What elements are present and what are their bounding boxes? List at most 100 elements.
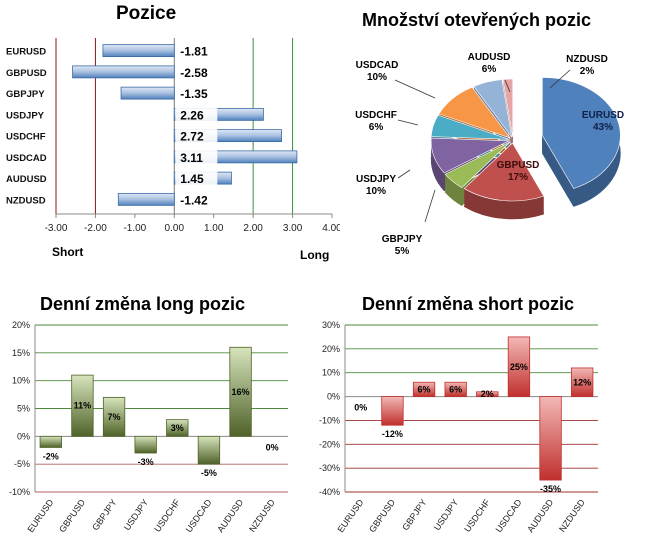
value-label-bg [175,63,226,80]
long-change-title: Denní změna long pozic [40,294,246,314]
bar [39,435,62,448]
value-label: 3.11 [180,151,203,165]
bar [197,435,221,465]
pie-slice [444,141,511,188]
y-tick-label: 0% [327,392,340,402]
value-label: 7% [108,412,121,422]
pie-value-label: 10% [367,72,387,83]
pie-category-label: USDJPY [356,174,396,185]
bar [166,419,189,437]
category-label: AUDUSD [215,497,245,534]
y-tick-label: 15% [12,348,30,358]
bar [72,65,175,79]
category-label: EURUSD [6,47,46,58]
value-label: 6% [449,384,462,394]
bar [120,86,175,100]
pie-category-label: USDCAD [356,60,399,71]
bar [444,381,467,397]
pie-slice [473,79,513,138]
value-label-bg [175,127,218,144]
value-label-bg [175,85,226,102]
x-tick-label: 0.00 [165,223,185,234]
category-label: USDJPY [6,110,45,121]
bar [229,346,252,437]
bar [71,374,94,437]
pie-leader-line [397,119,419,126]
value-label: 16% [232,387,250,397]
positions-chart: Pozice -3.00 -2.00 -1.00 0.00 1.00 2.00 3.00 4.… [0,0,340,270]
long-change-svg: -10% -5% 0% 5% 10% 15% 20% -2% EURUSD 11% GBPUSD 7%… [9,320,288,534]
pie-slice [430,114,510,140]
pie-slice-wall [464,188,544,219]
y-tick-label: 5% [17,404,30,414]
pie-value-label: 6% [482,64,497,75]
pie-chart-title: Množství otevřených pozic [362,10,592,30]
bar [134,435,157,454]
category-label: USDCAD [6,153,47,164]
bar [381,396,404,426]
short-change-svg: -40% -30% -20% -10% 0% 10% 20% 30% 0% EURUSD -12% G… [319,320,598,534]
value-label: 0% [354,403,367,413]
category-label: AUDUSD [6,174,47,185]
value-label-bg [175,42,226,59]
category-label: GBPJPY [90,497,119,532]
y-tick-label: 20% [12,320,30,330]
pie-slice-wall [445,174,462,206]
bar [507,336,531,397]
y-tick-label: 20% [322,344,340,354]
y-tick-label: -30% [319,463,340,473]
value-label: -2% [43,451,59,461]
pie-slice [438,86,511,139]
y-tick-label: -20% [319,439,340,449]
long-label: Long [300,248,329,262]
pie-leader-line [504,79,511,93]
category-label: GBPJPY [400,497,429,532]
value-label: -1.81 [180,45,208,59]
y-tick-label: -5% [14,459,30,469]
value-label: -1.35 [180,87,208,101]
pie-value-label: 2% [580,66,595,77]
category-label: EURUSD [25,497,55,534]
long-change-chart: Denní změna long pozic -10% -5% 0% 5% 10% 15%… [0,285,300,541]
bar [476,391,499,397]
category-label: NZDUSD [6,195,46,206]
value-label: 2.26 [180,108,204,122]
value-label: 2% [481,389,494,399]
pie-value-label: 5% [395,246,410,257]
short-change-title: Denní změna short pozic [362,294,575,314]
bar [571,367,594,397]
category-label: NZDUSD [557,497,587,534]
y-tick-label: 30% [322,320,340,330]
bar [412,381,436,397]
value-label: -12% [382,429,403,439]
pie-slice [502,78,514,138]
pie-leader-line [394,79,436,99]
pie-category-label: EURUSD [582,110,624,121]
category-label: GBPJPY [6,89,45,100]
category-label: GBPUSD [6,68,47,79]
category-label: AUDUSD [525,497,555,534]
category-label: USDCHF [462,497,492,534]
x-tick-label: 3.00 [283,223,303,234]
y-tick-label: -10% [319,415,340,425]
pie-leader-line [424,189,436,223]
y-tick-label: 0% [17,431,30,441]
pie-slice [463,142,545,202]
x-tick-label: -1.00 [123,223,146,234]
x-tick-label: -2.00 [84,223,107,234]
pie-chart-svg: EURUSD43%GBPUSD17%GBPJPY5%USDJPY10%USDCH… [355,52,624,257]
short-change-chart: Denní změna short pozic -40% -30% -20% -10%… [310,285,649,541]
y-tick-label: 10% [322,368,340,378]
value-label: 0% [266,442,279,452]
positions-chart-svg: -3.00 -2.00 -1.00 0.00 1.00 2.00 3.00 4.00 EURUS… [6,38,340,262]
category-label: USDCAD [494,497,524,534]
category-label: USDCHF [152,497,182,534]
category-label: GBPUSD [367,497,397,534]
value-label: -3% [138,457,154,467]
pie-category-label: AUDUSD [468,52,511,63]
value-label: 1.45 [180,172,204,186]
value-label: -5% [201,468,217,478]
positions-chart-title: Pozice [116,3,177,24]
category-label: USDJPY [432,497,461,532]
category-label: USDJPY [122,497,151,532]
